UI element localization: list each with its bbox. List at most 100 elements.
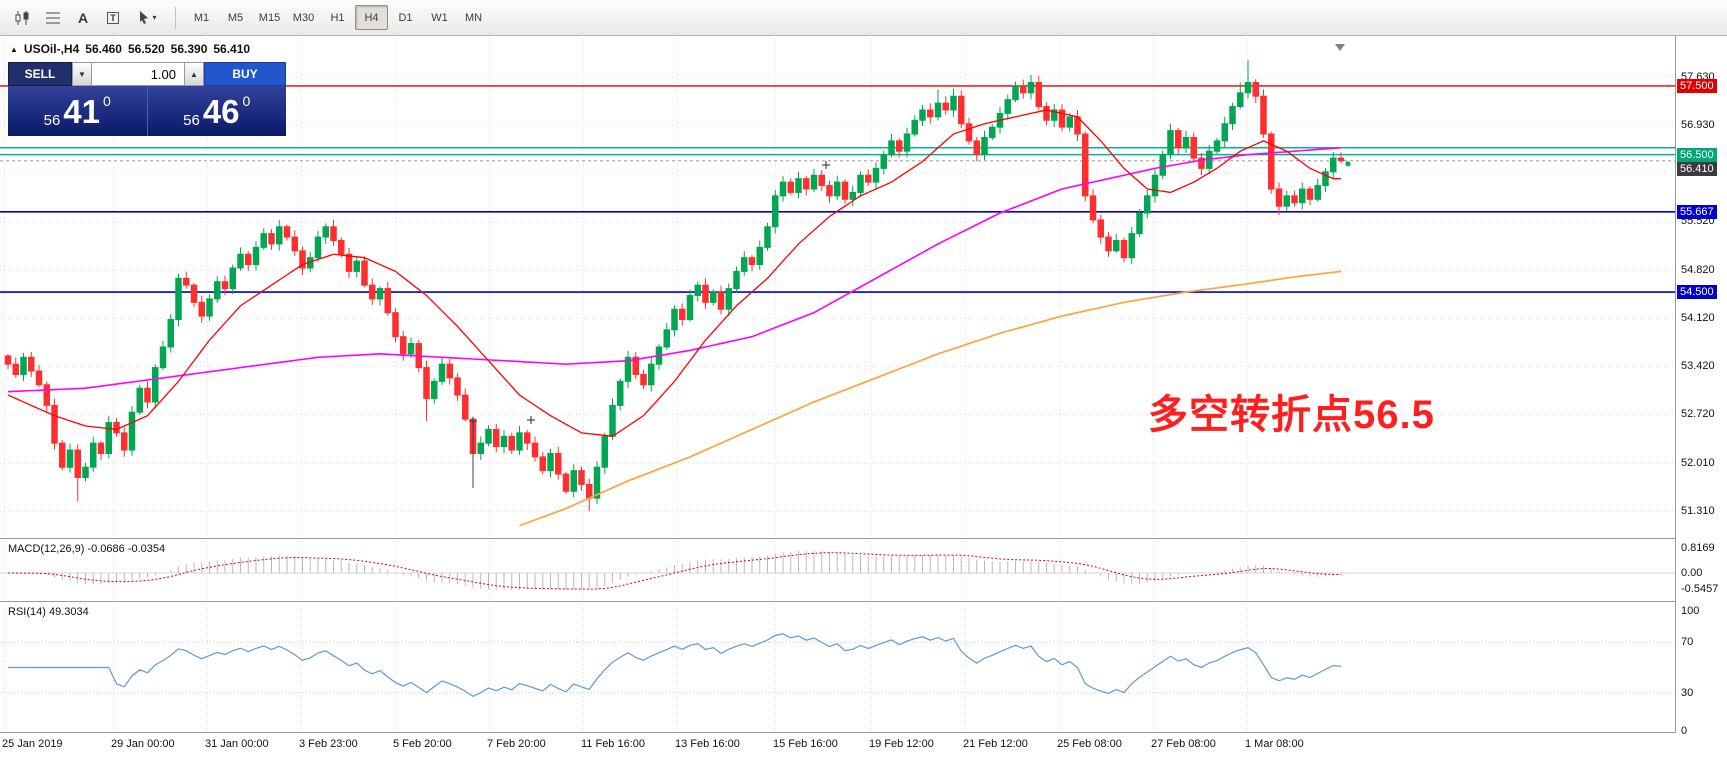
candle-body [779,181,787,197]
time-axis-label: 1 Mar 08:00 [1245,738,1304,750]
time-axis-label: 21 Feb 12:00 [963,738,1028,750]
candle-body [423,367,430,400]
candle-body [477,442,484,454]
rsi-pane [0,604,1675,731]
candle-body [764,226,771,248]
timeframe-m15[interactable]: M15 [253,5,286,30]
candle-body [617,380,624,406]
candle-body [1190,136,1197,159]
candle-body [663,329,670,348]
candle-body [1244,81,1252,94]
ma-fast-red [7,109,1341,437]
candle-body [516,432,523,451]
candle-body [1105,236,1112,252]
candle-body [733,270,740,290]
sell-button[interactable]: SELL [8,62,72,86]
macd-indicator-label: MACD(12,26,9) -0.0686 -0.0354 [8,543,166,555]
price-axis-label: 52.720 [1681,407,1715,420]
candle-body [562,473,570,492]
chart-header: ▲ USOil-,H4 56.460 56.520 56.390 56.410 [10,42,250,56]
timeframe-m30[interactable]: M30 [287,5,320,30]
ma-medium-magenta [7,146,1342,393]
candle-body [593,466,601,499]
candle-body [772,195,779,228]
candle-body [717,291,725,310]
candle-body [276,226,283,245]
macd-axis-label: 0.8169 [1681,542,1715,555]
arrow-tools-button[interactable]: ▾ [128,4,166,32]
bid-price-big: 41 [63,92,101,130]
candle-body [1066,116,1073,128]
timeframe-w1[interactable]: W1 [423,5,456,30]
candle-body [942,102,949,111]
candle-body [1221,123,1228,142]
candle-body [431,380,438,400]
volume-down-button[interactable]: ▼ [72,62,92,86]
candle-body [322,226,329,238]
candle-body [1175,130,1182,149]
timeframe-mn[interactable]: MN [457,5,490,30]
text-box-button[interactable]: T [98,4,128,32]
price-tag-55.667: 55.667 [1677,204,1717,219]
ohlc-high: 56.520 [127,42,165,56]
volume-input[interactable] [92,62,184,86]
candle-body [97,442,105,454]
price-axis[interactable]: 57.63056.93056.23055.52054.82054.12053.4… [1676,0,1727,757]
ask-price[interactable]: 56 46 0 [148,86,287,136]
indicators-list-button[interactable] [38,4,68,32]
candle-body [1097,219,1104,238]
candle-body [624,356,632,382]
buy-button[interactable]: BUY [204,62,286,86]
candle-body [1322,171,1329,187]
timeframe-m5[interactable]: M5 [219,5,252,30]
collapse-marker-icon[interactable]: ▲ [10,44,18,54]
candle-body [493,428,500,448]
candle-body [694,284,701,296]
chart-shift-arrow-icon[interactable] [1335,44,1345,51]
text-label-button[interactable]: A [68,4,98,32]
toolbar: A T ▾ M1 M5 M15 M30 H1 H4 D1 W1 MN [0,0,1727,36]
candle-body [1314,185,1321,200]
timeframe-m1[interactable]: M1 [185,5,218,30]
candle-body [500,435,508,448]
timeframe-d1[interactable]: D1 [389,5,422,30]
candle-body [330,226,337,242]
order-row: SELL ▼ ▲ BUY [8,62,286,86]
candle-body [1082,133,1089,197]
candle-body [28,356,35,372]
candle-body [896,140,903,152]
candle-body [834,181,841,197]
volume-up-button[interactable]: ▲ [184,62,204,86]
candle-body [1283,195,1290,207]
candle-body [888,140,895,156]
candle-body [1237,92,1244,108]
candle-body [438,363,446,382]
candle-body [198,301,205,317]
time-axis[interactable]: 25 Jan 2019 29 Jan 00:00 31 Jan 00:00 3 Feb… [0,733,1676,757]
candle-body [1268,133,1275,190]
candle-body [1252,81,1259,97]
candle-body [90,442,97,468]
timeframe-h1[interactable]: H1 [321,5,354,30]
candle-body [252,246,260,266]
candle-body [167,319,174,348]
bid-price-sup: 0 [103,93,111,109]
candle-body [609,404,616,437]
timeframe-h4[interactable]: H4 [355,5,388,30]
time-axis-label: 5 Feb 20:00 [393,738,452,750]
candle-body [539,456,546,472]
candlestick-chart-button[interactable] [8,4,38,32]
candle-body [1159,154,1166,176]
dropdown-caret-icon: ▾ [152,13,157,22]
bid-price[interactable]: 56 41 0 [8,86,148,136]
candle-body [1299,188,1306,204]
candle-body [345,253,353,272]
macd-axis-label: -0.5457 [1681,583,1719,596]
candle-body [1213,140,1221,152]
price-axis-label: 54.120 [1681,311,1715,324]
candle-body [59,442,66,468]
candle-body [190,284,198,303]
candle-body [578,470,585,485]
